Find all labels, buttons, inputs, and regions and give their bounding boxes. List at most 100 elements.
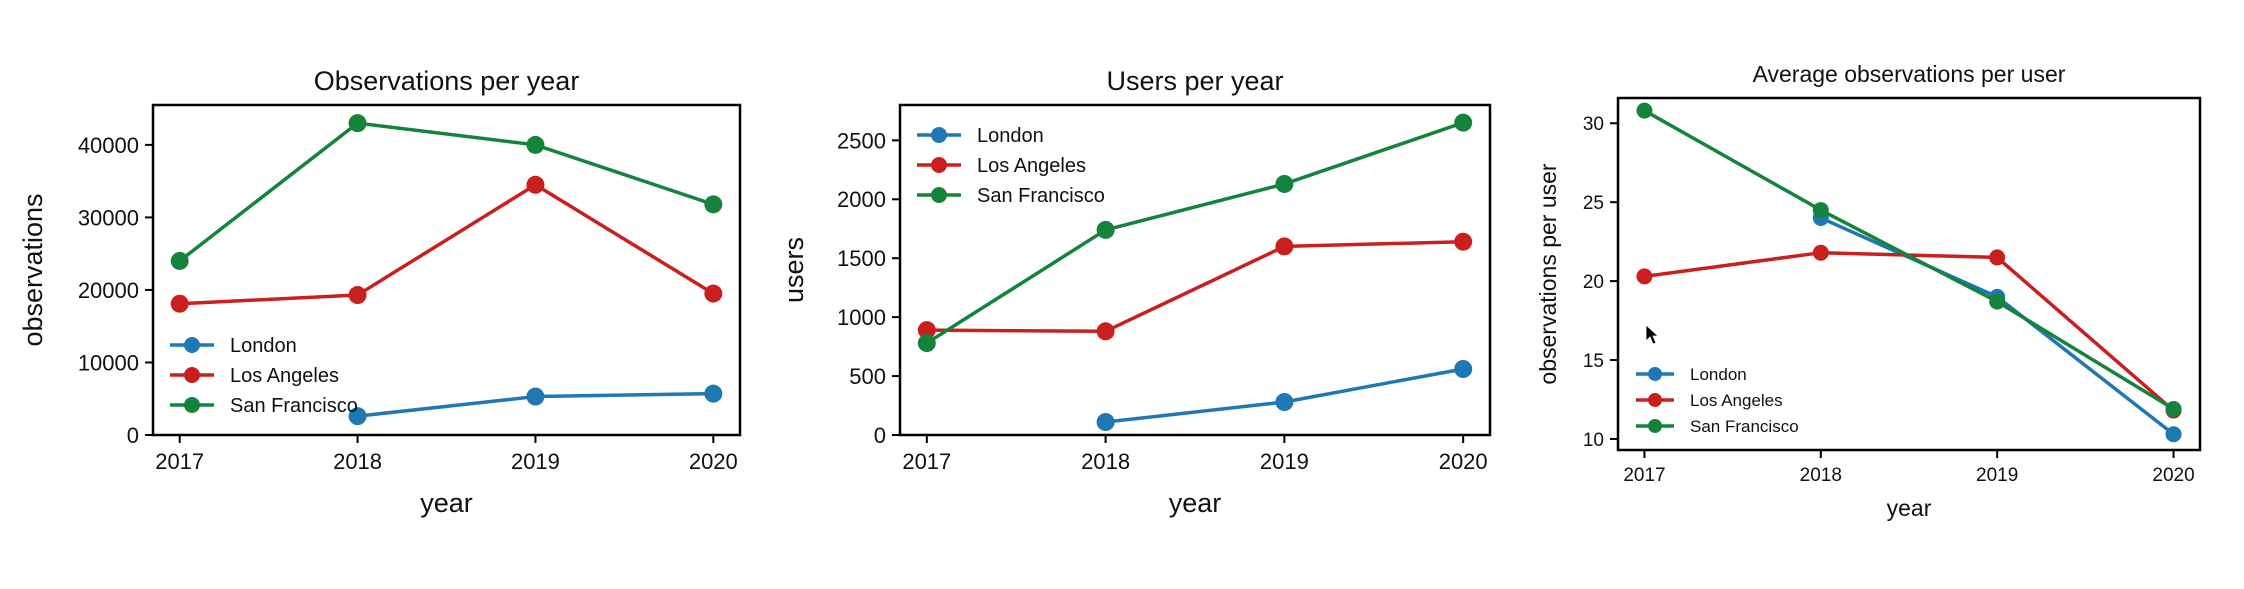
legend: London Los Angeles San Francisco xyxy=(170,335,358,417)
legend-item-san-francisco: San Francisco xyxy=(170,395,358,417)
y-tick-label: 1500 xyxy=(837,246,886,271)
series-line-san-francisco xyxy=(1643,109,2175,411)
x-tick-label: 2018 xyxy=(1800,465,1842,486)
axes-frame xyxy=(1616,96,2202,452)
data-point-san-francisco xyxy=(1454,113,1473,132)
legend-marker xyxy=(1648,393,1662,407)
x-tick-label: 2020 xyxy=(689,449,738,474)
data-point-london xyxy=(2165,426,2182,443)
series-london xyxy=(1812,209,2182,443)
legend-item-los-angeles: Los Angeles xyxy=(917,155,1086,177)
legend-label: Los Angeles xyxy=(230,365,339,387)
data-point-los-angeles xyxy=(1636,268,1653,285)
data-point-los-angeles xyxy=(1812,244,1829,261)
series-los-angeles xyxy=(170,175,723,313)
data-point-los-angeles xyxy=(704,284,723,303)
x-axis-label: year xyxy=(1887,495,1932,521)
legend-marker xyxy=(184,367,200,383)
legend-item-london: London xyxy=(170,335,297,357)
x-tick-label: 2017 xyxy=(1623,465,1665,486)
y-tick-label: 2000 xyxy=(837,187,886,212)
data-point-san-francisco xyxy=(2165,400,2182,417)
series-los-angeles xyxy=(917,232,1473,341)
legend-marker xyxy=(931,157,947,173)
data-point-london xyxy=(1454,360,1473,378)
y-tick-label: 15 xyxy=(1583,351,1604,372)
legend-item-san-francisco: San Francisco xyxy=(1636,417,1799,436)
y-tick-label: 25 xyxy=(1583,193,1604,214)
data-point-san-francisco xyxy=(917,334,936,353)
data-point-san-francisco xyxy=(526,135,545,154)
data-point-los-angeles xyxy=(526,175,545,194)
series-line-los-angeles xyxy=(1644,250,2175,412)
data-point-san-francisco xyxy=(1275,174,1294,193)
legend-marker xyxy=(931,127,947,143)
legend-item-london: London xyxy=(1636,365,1747,384)
x-tick-label: 2017 xyxy=(902,449,951,474)
y-tick-label: 1000 xyxy=(837,305,886,330)
legend-item-los-angeles: Los Angeles xyxy=(1636,391,1783,410)
legend-marker xyxy=(931,187,947,203)
y-tick-label: 20 xyxy=(1583,272,1604,293)
data-point-los-angeles xyxy=(1989,249,2006,266)
chart-1: Observations per year 2017 2018 2019 2020 0 10… xyxy=(18,66,742,518)
legend-item-london: London xyxy=(917,125,1044,147)
legend-label: Los Angeles xyxy=(977,155,1086,177)
series-san-francisco xyxy=(917,113,1473,353)
y-tick-label: 40000 xyxy=(78,133,139,158)
y-tick-label: 2500 xyxy=(837,128,886,153)
series-london xyxy=(348,384,723,426)
y-tick-label: 0 xyxy=(127,423,139,448)
legend-marker xyxy=(184,397,200,413)
y-tick-label: 0 xyxy=(874,423,886,448)
series-line-los-angeles xyxy=(179,183,715,306)
legend-label: London xyxy=(230,335,297,357)
data-point-san-francisco xyxy=(1096,220,1115,239)
series-line-los-angeles xyxy=(926,239,1464,334)
y-axis-label: users xyxy=(779,237,809,303)
data-point-san-francisco xyxy=(1812,202,1829,219)
data-point-los-angeles xyxy=(917,321,936,340)
legend-label: Los Angeles xyxy=(1690,391,1783,410)
data-point-los-angeles xyxy=(1454,232,1473,251)
legend-label: San Francisco xyxy=(977,185,1105,207)
y-tick-label: 10 xyxy=(1583,430,1604,451)
x-tick-label: 2018 xyxy=(333,449,382,474)
y-tick-label: 10000 xyxy=(78,350,139,375)
legend-marker xyxy=(1648,419,1662,433)
y-tick-label: 30 xyxy=(1583,114,1604,135)
chart-title: Observations per year xyxy=(314,66,580,96)
series-line-san-francisco xyxy=(925,121,1464,345)
data-point-los-angeles xyxy=(170,294,189,313)
x-axis-label: year xyxy=(1169,488,1222,518)
data-point-london xyxy=(526,387,545,406)
axes-frame xyxy=(151,103,742,437)
data-point-london xyxy=(1096,413,1115,432)
data-point-london xyxy=(704,384,723,403)
series-line-san-francisco xyxy=(178,121,714,263)
legend: London Los Angeles San Francisco xyxy=(1636,365,1799,436)
data-point-london xyxy=(1275,393,1294,411)
data-point-san-francisco xyxy=(1989,293,2006,310)
legend-item-san-francisco: San Francisco xyxy=(917,185,1105,207)
data-point-los-angeles xyxy=(1096,322,1115,341)
x-tick-label: 2020 xyxy=(1439,449,1488,474)
legend-label: London xyxy=(977,125,1044,147)
data-point-san-francisco xyxy=(704,195,723,214)
legend-label: San Francisco xyxy=(230,395,358,417)
y-axis-label: observations per user xyxy=(1535,163,1561,385)
x-tick-label: 2019 xyxy=(1260,449,1309,474)
legend: London Los Angeles San Francisco xyxy=(917,125,1105,207)
legend-marker xyxy=(1648,367,1662,381)
data-point-london xyxy=(348,407,367,426)
legend-label: San Francisco xyxy=(1690,417,1799,436)
cursor-icon xyxy=(1645,324,1660,345)
y-tick-label: 30000 xyxy=(78,205,139,230)
x-tick-label: 2019 xyxy=(511,449,560,474)
x-tick-label: 2020 xyxy=(2152,465,2194,486)
x-tick-label: 2017 xyxy=(155,449,204,474)
series-london xyxy=(1096,360,1473,432)
data-point-san-francisco xyxy=(170,251,189,270)
